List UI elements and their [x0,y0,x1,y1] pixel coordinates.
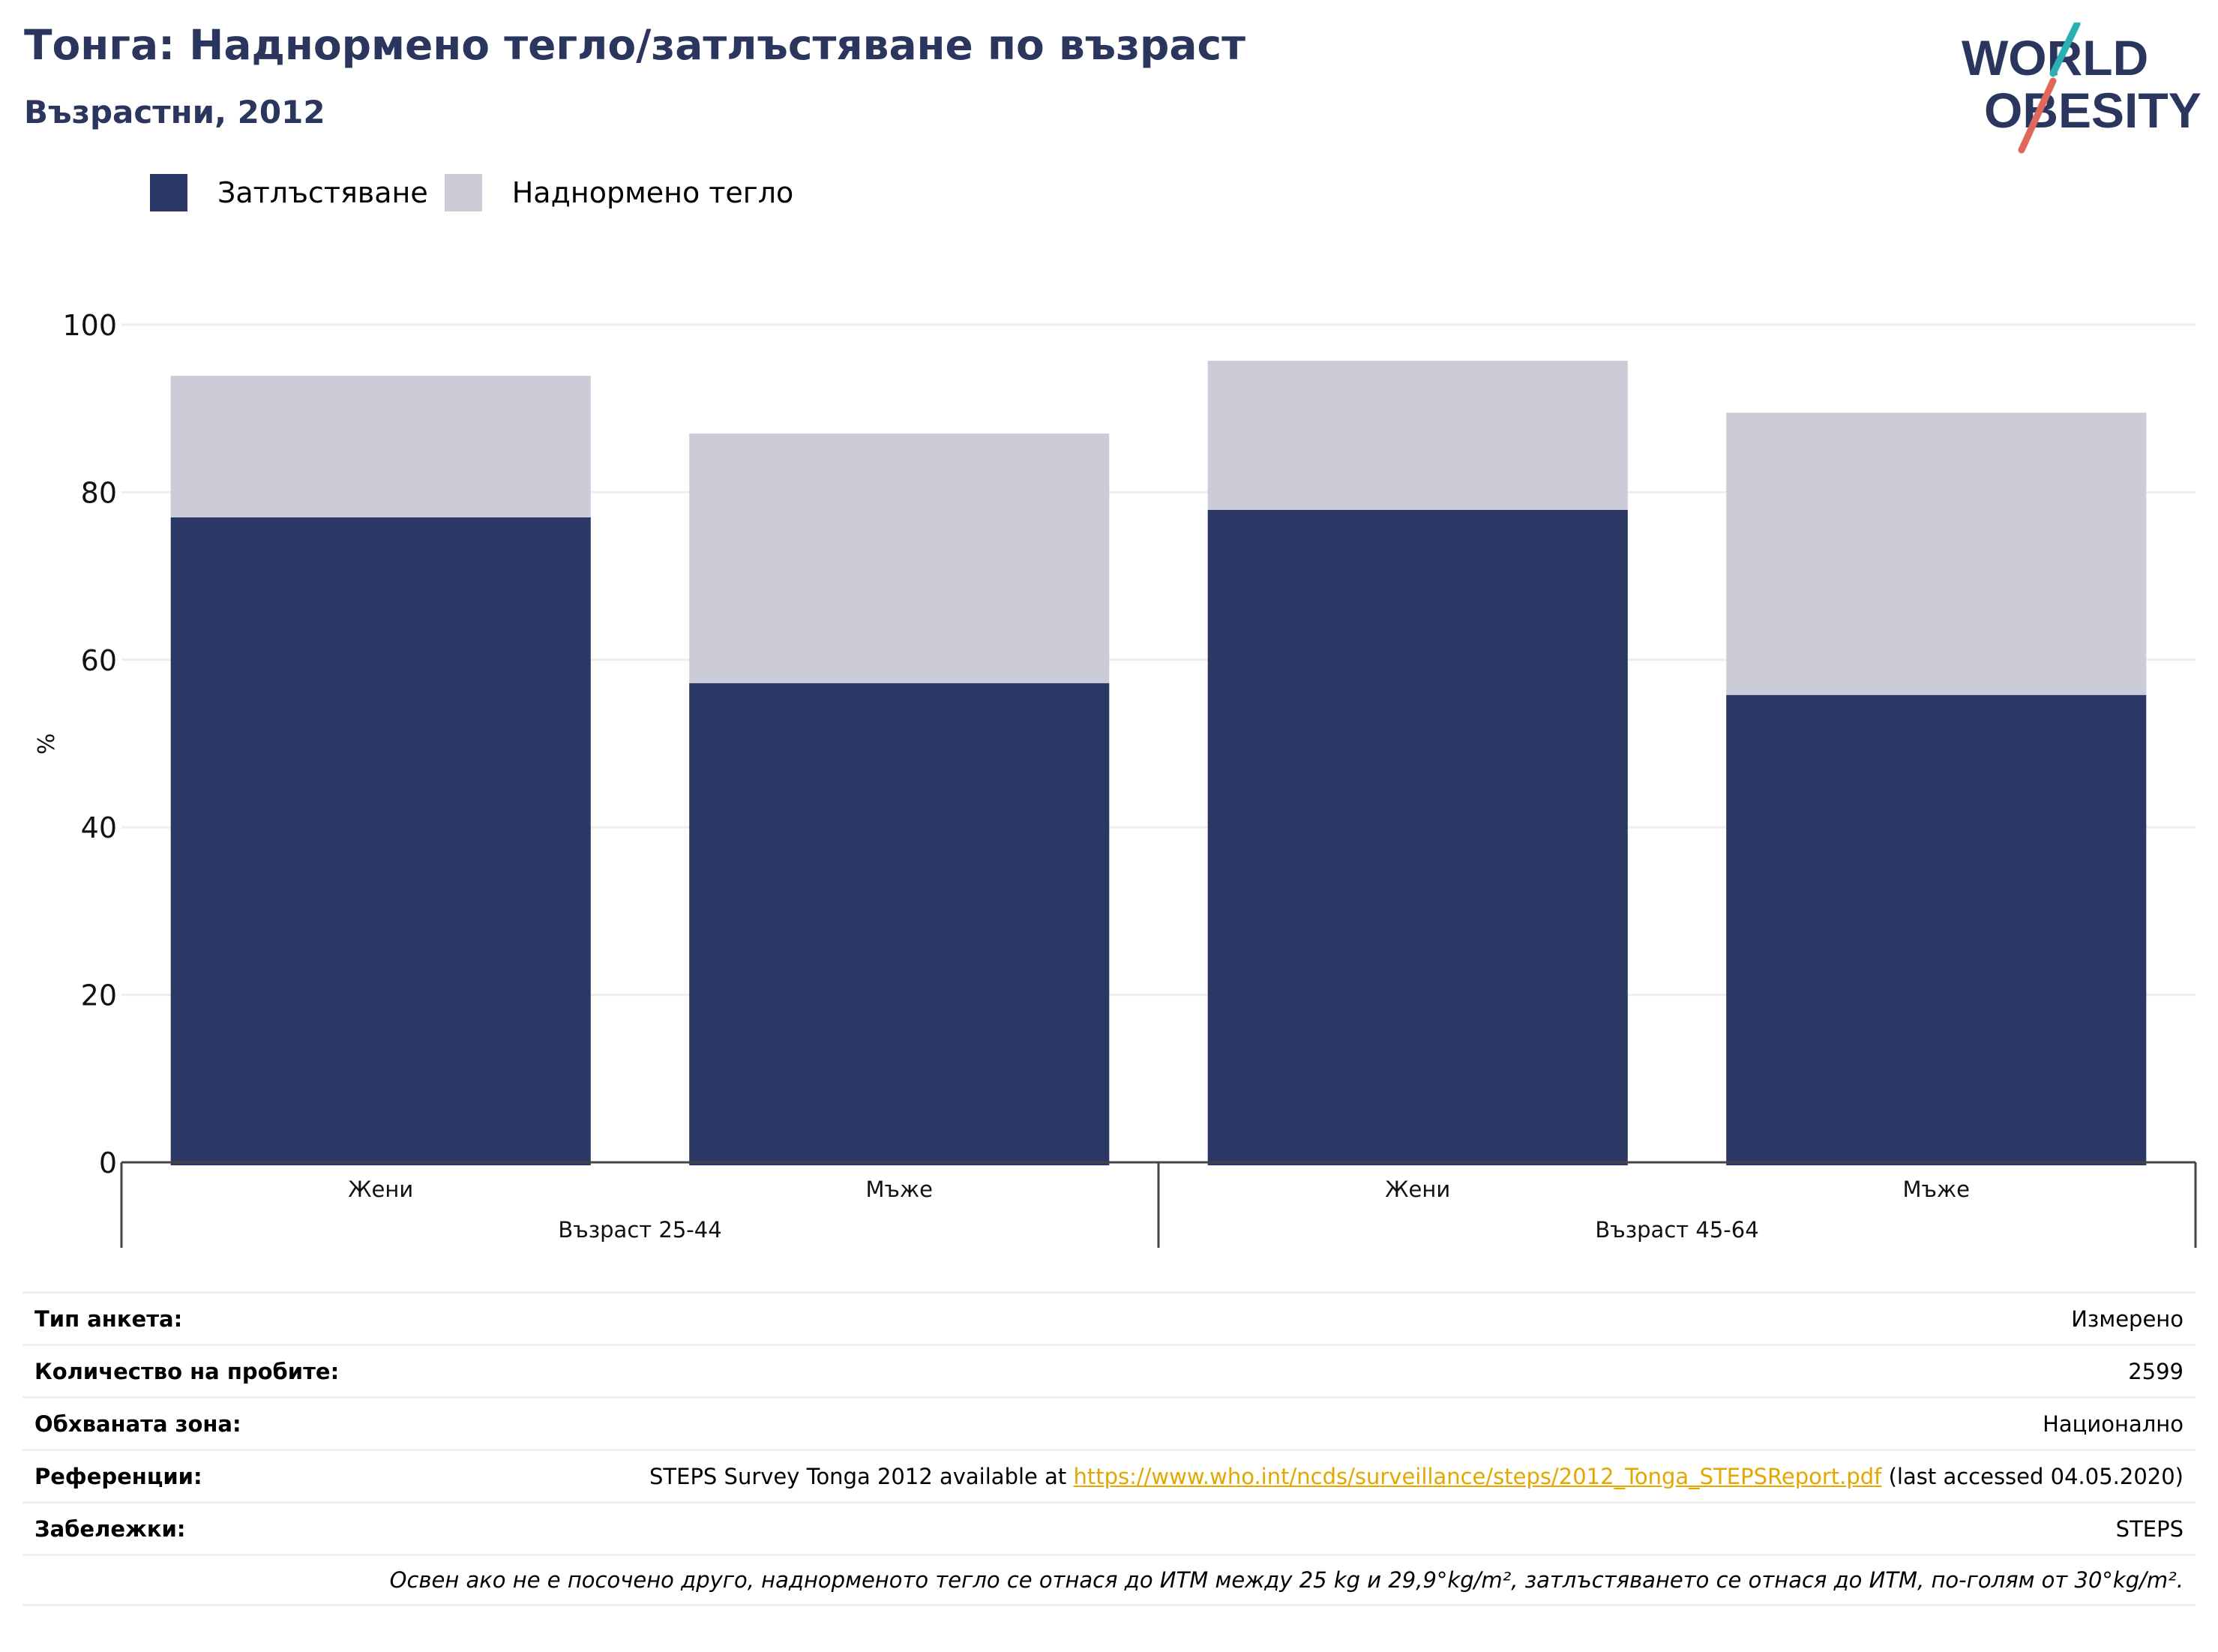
survey-type-label: Тип анкета: [34,1306,183,1332]
legend-item-obesity[interactable]: Затлъстяване [150,174,428,211]
x-category-label: Жени [1385,1177,1450,1202]
y-axis-title: % [34,733,60,755]
legend-swatch-obesity [150,174,187,211]
references-value: STEPS Survey Tonga 2012 available at htt… [649,1464,2184,1489]
sample-size-label: Количество на пробите: [34,1358,340,1384]
bar-obesity-0 [170,517,591,1165]
info-row-area: Обхваната зона: Национално [22,1396,2196,1449]
y-tick-label: 80 [81,476,117,509]
info-row-survey-type: Тип анкета: Измерено [22,1291,2196,1344]
bar-obesity-2 [1207,509,1628,1165]
bar-overweight-0 [170,376,591,517]
bar-overweight-2 [1207,361,1628,510]
y-tick-label: 100 [62,309,117,342]
references-prefix: STEPS Survey Tonga 2012 available at [649,1463,1074,1489]
y-tick-label: 0 [99,1147,117,1180]
references-label: Референции: [34,1463,202,1489]
bar-obesity-1 [689,683,1110,1165]
y-tick-label: 20 [81,979,117,1012]
bar-overweight-3 [1726,412,2147,695]
x-category-label: Мъже [866,1177,933,1202]
logo-word-world: WORLD [1962,30,2148,85]
legend-item-overweight[interactable]: Наднормено тегло [444,174,794,211]
notes-label: Забележки: [34,1516,186,1542]
x-group-label: Възраст 45-64 [1595,1217,1758,1243]
references-suffix: (last accessed 04.05.2020) [1881,1463,2184,1489]
info-row-notes: Забележки: STEPS [22,1501,2196,1554]
chart-subtitle: Възрастни, 2012 [24,94,325,130]
area-value: Национално [2043,1411,2184,1437]
legend-label-obesity: Затлъстяване [217,176,428,209]
chart-title: Тонга: Наднормено тегло/затлъстяване по … [24,21,1245,69]
bar-obesity-3 [1726,694,2147,1165]
sample-size-value: 2599 [2128,1358,2184,1384]
world-obesity-logo: WORLD OBESITY [1962,22,2202,154]
x-category-label: Жени [348,1177,413,1202]
area-label: Обхваната зона: [34,1411,241,1437]
info-row-footnote: Освен ако не е посочено друго, наднормен… [22,1554,2196,1606]
x-category-label: Мъже [1903,1177,1970,1202]
y-tick-label: 40 [81,811,117,844]
logo-slash-coral [2018,77,2057,154]
legend-label-overweight: Наднормено тегло [511,176,794,209]
logo-word-obesity: OBESITY [1984,82,2202,138]
legend-swatch-overweight [444,174,482,211]
bar-overweight-1 [689,433,1110,684]
notes-value: STEPS [2115,1516,2184,1542]
footnote-text: Освен ако не е посочено друго, наднормен… [389,1567,2184,1593]
logo-slash-teal [2049,22,2081,77]
chart-legend: Затлъстяване Наднормено тегло [150,172,810,213]
survey-type-value: Измерено [2071,1306,2184,1332]
references-link[interactable]: https://www.who.int/ncds/surveillance/st… [1073,1463,1882,1489]
survey-info-table: Тип анкета: Измерено Количество на проби… [22,1291,2196,1606]
info-row-references: Референции: STEPS Survey Tonga 2012 avai… [22,1449,2196,1501]
stacked-bar-chart: 0 20 40 60 80 100% Жени Мъже Жени Мъже Възраст 25-… [34,309,2197,1248]
x-group-label: Възраст 25-44 [558,1217,721,1243]
y-tick-label: 60 [81,644,117,677]
info-row-sample-size: Количество на пробите: 2599 [22,1344,2196,1396]
